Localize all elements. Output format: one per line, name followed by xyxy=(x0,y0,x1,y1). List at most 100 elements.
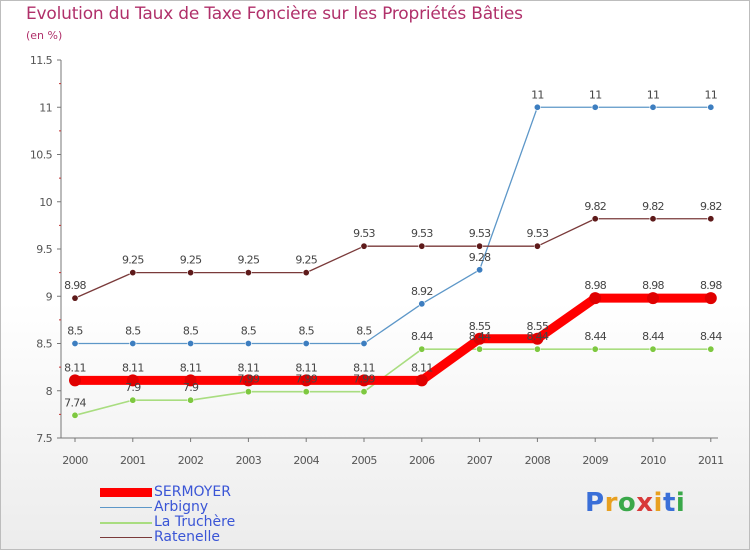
data-point-arbigny xyxy=(707,103,715,111)
data-point-arbigny xyxy=(418,300,426,308)
data-label-ratenelle: 9.25 xyxy=(295,254,317,267)
y-tick-label: 10 xyxy=(39,196,52,209)
data-point-la-truchere xyxy=(129,396,137,404)
data-label-la-truchere: 7.99 xyxy=(353,373,375,386)
data-point-la-truchere xyxy=(71,411,79,419)
data-point-la-truchere xyxy=(244,388,252,396)
legend-label-ratenelle: Ratenelle xyxy=(154,529,220,545)
data-point-arbigny xyxy=(244,339,252,347)
data-point-la-truchere xyxy=(360,388,368,396)
data-point-la-truchere xyxy=(302,388,310,396)
data-label-la-truchere: 7.99 xyxy=(295,373,317,386)
data-point-sermoyer xyxy=(300,374,313,387)
data-label-sermoyer: 8.55 xyxy=(469,320,491,333)
data-point-sermoyer xyxy=(531,332,544,345)
legend-item-la-truchere: La Truchère xyxy=(100,514,340,530)
data-point-sermoyer xyxy=(69,374,81,387)
x-tick-label: 2009 xyxy=(582,454,608,467)
data-point-la-truchere xyxy=(649,345,657,353)
x-tick-label: 2011 xyxy=(698,454,724,467)
series-line-sermoyer xyxy=(70,293,716,385)
logo-letter: i xyxy=(653,488,663,518)
data-point-sermoyer xyxy=(184,374,197,387)
y-tick-label: 9 xyxy=(46,290,53,303)
data-label-arbigny: 8.5 xyxy=(125,325,141,338)
data-label-la-truchere: 7.99 xyxy=(238,373,260,386)
data-label-la-truchere: 7.74 xyxy=(64,396,86,409)
data-label-la-truchere: 8.44 xyxy=(584,330,606,343)
data-point-sermoyer xyxy=(647,292,659,305)
data-point-la-truchere xyxy=(707,345,715,353)
chart-title: Evolution du Taux de Taxe Foncière sur l… xyxy=(26,4,523,24)
data-point-ratenelle xyxy=(649,215,657,223)
data-label-ratenelle: 9.25 xyxy=(238,254,260,267)
data-point-ratenelle xyxy=(707,215,715,223)
data-label-ratenelle: 8.98 xyxy=(64,279,86,292)
x-tick-label: 2003 xyxy=(236,454,262,467)
data-point-sermoyer xyxy=(415,374,428,387)
data-point-arbigny xyxy=(476,266,484,274)
data-point-ratenelle xyxy=(244,269,252,277)
data-point-ratenelle xyxy=(418,242,426,250)
data-label-arbigny: 8.5 xyxy=(298,325,314,338)
data-point-ratenelle xyxy=(533,242,541,250)
data-label-arbigny: 11 xyxy=(531,88,544,101)
series-line-arbigny xyxy=(74,106,712,345)
data-point-arbigny xyxy=(302,339,310,347)
data-label-arbigny: 8.5 xyxy=(67,325,83,338)
logo-letter: x xyxy=(636,488,654,518)
data-label-ratenelle: 9.82 xyxy=(700,200,722,213)
logo-letter: o xyxy=(617,488,637,518)
data-point-ratenelle xyxy=(591,215,599,223)
data-point-sermoyer xyxy=(242,374,255,387)
y-tick-label: 11.5 xyxy=(30,54,53,67)
x-tick-label: 2008 xyxy=(525,454,551,467)
data-label-ratenelle: 9.82 xyxy=(642,200,664,213)
data-label-sermoyer: 8.98 xyxy=(700,279,722,292)
data-label-sermoyer: 8.11 xyxy=(295,361,317,374)
data-point-ratenelle xyxy=(302,269,310,277)
legend-swatch-arbigny xyxy=(100,507,152,508)
data-label-arbigny: 8.5 xyxy=(183,325,199,338)
data-label-sermoyer: 8.11 xyxy=(180,361,202,374)
data-label-sermoyer: 8.55 xyxy=(527,320,549,333)
y-tick-label: 11 xyxy=(39,101,52,114)
y-tick-label: 7.5 xyxy=(36,432,52,445)
x-tick-label: 2010 xyxy=(640,454,666,467)
x-tick-label: 2002 xyxy=(178,454,204,467)
data-point-arbigny xyxy=(533,103,541,111)
data-label-arbigny: 11 xyxy=(589,88,602,101)
data-point-arbigny xyxy=(649,103,657,111)
y-tick-label: 10.5 xyxy=(30,149,53,162)
data-label-ratenelle: 9.25 xyxy=(180,254,202,267)
legend-item-ratenelle: Ratenelle xyxy=(100,529,340,545)
logo-letter: r xyxy=(604,488,618,518)
x-tick-label: 2007 xyxy=(467,454,493,467)
data-point-arbigny xyxy=(129,339,137,347)
data-point-la-truchere xyxy=(533,345,541,353)
legend-item-arbigny: Arbigny xyxy=(100,499,340,515)
data-label-la-truchere: 8.44 xyxy=(411,330,433,343)
data-point-la-truchere xyxy=(187,396,195,404)
data-label-ratenelle: 9.53 xyxy=(353,227,375,240)
data-point-ratenelle xyxy=(71,294,79,302)
data-point-arbigny xyxy=(71,339,79,347)
data-label-sermoyer: 8.11 xyxy=(238,361,260,374)
data-label-sermoyer: 8.98 xyxy=(584,279,606,292)
unit-label: (en %) xyxy=(26,29,63,42)
legend-item-sermoyer: SERMOYER xyxy=(100,484,340,500)
data-label-la-truchere: 8.44 xyxy=(469,330,491,343)
legend-swatch-sermoyer xyxy=(100,488,152,497)
legend-swatch-ratenelle xyxy=(100,537,152,538)
data-label-arbigny: 11 xyxy=(647,88,660,101)
data-label-sermoyer: 8.98 xyxy=(642,279,664,292)
data-label-ratenelle: 9.53 xyxy=(527,227,549,240)
y-tick-label: 8 xyxy=(46,385,53,398)
data-label-arbigny: 11 xyxy=(704,88,717,101)
data-point-la-truchere xyxy=(591,345,599,353)
data-label-arbigny: 8.92 xyxy=(411,285,433,298)
data-label-sermoyer: 8.11 xyxy=(411,361,433,374)
y-tick-label: 9.5 xyxy=(36,243,52,256)
data-label-la-truchere: 8.44 xyxy=(642,330,664,343)
